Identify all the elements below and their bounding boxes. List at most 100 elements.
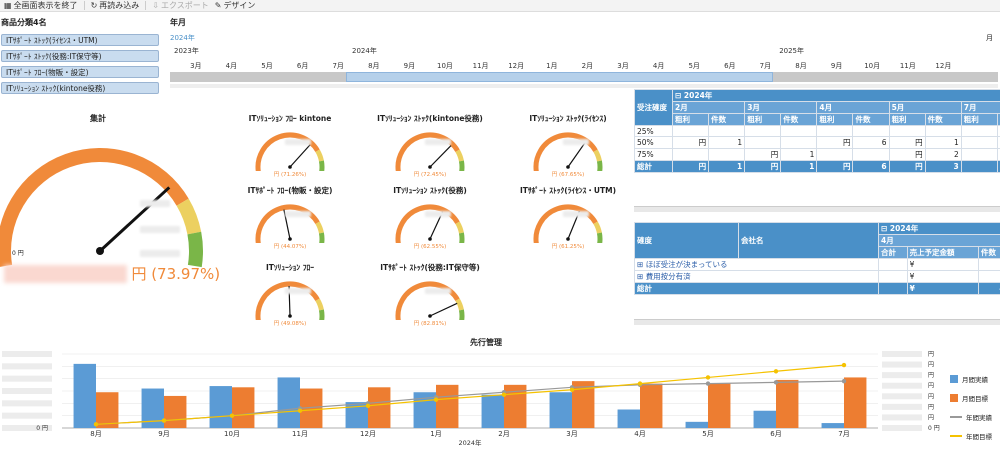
pivot1-cell: 円 [889,137,925,149]
timeline-year-label: 2023年 [174,46,199,56]
pencil-icon: ✎ [215,1,222,10]
bar-月間目標 [844,377,866,428]
gauge-title: ITｿﾘｭｰｼｮﾝ ｽﾄｯｸ(kintone役務) [360,113,500,124]
pivot2-sub: 売上予定金額 [907,247,978,259]
x-tick-label: 9月 [158,430,169,438]
gauge-hub [566,237,570,241]
gauge-percent: 円 (49.08%) [245,319,335,327]
export-button[interactable]: ⇩ エクスポート [152,0,208,11]
timeline-month[interactable]: 11月 [890,61,926,71]
point-年間目標 [502,393,506,397]
pivot1-row-label: 50% [635,137,673,149]
timeline-selected-range[interactable] [346,72,773,82]
y-tick-label-right: 円 [928,414,934,421]
legend-item: 年間実績 [950,412,992,422]
timeline-month[interactable]: 8月 [783,61,819,71]
design-button[interactable]: ✎ デザイン [215,0,256,11]
bar-月間実績 [686,422,708,428]
reload-button[interactable]: ↻ 再読み込み [91,0,140,11]
timeline-month[interactable]: 3月 [178,61,214,71]
pivot1-cell [853,149,889,161]
gauge-title: ITｿﾘｭｰｼｮﾝ ﾌﾛｰ [220,262,360,273]
pivot2-scrollbar[interactable] [634,319,1000,325]
pivot2-status-header: 確度 [635,223,739,259]
pivot2-row-label[interactable]: ⊞ ほぼ受注が決まっている [635,259,879,271]
legend-label: 年間目標 [966,431,992,441]
toolbar-divider [84,1,85,10]
timeline-month[interactable]: 8月 [356,61,392,71]
gauge-percent: 円 (72.45%) [385,170,475,178]
timeline-month[interactable]: 3月 [605,61,641,71]
x-tick-label: 11月 [292,430,308,438]
timeline-month[interactable]: 9月 [819,61,855,71]
timeline-month[interactable]: 11月 [463,61,499,71]
gauge-chart [245,199,335,243]
timeline-month[interactable]: 1月 [534,61,570,71]
x-axis-label: 2024年 [458,438,482,447]
x-tick-label: 4月 [634,430,645,438]
table-row[interactable]: ⊞ 費用按分有済 ¥ 1 [635,271,1000,283]
main-gauge-min-label: 0 円 [12,248,24,257]
timeline-month[interactable]: 4月 [641,61,677,71]
pivot2-total-count: 4 [978,283,1000,295]
timeline-month[interactable]: 10月 [854,61,890,71]
slicer-item[interactable]: ITｻﾎﾟｰﾄ ﾌﾛｰ(物販・設定) [1,66,159,78]
pivot1-year-header[interactable]: ⊟ 2024年 [673,90,1000,102]
gauge-percent: 円 (61.25%) [523,242,613,250]
timeline-month[interactable]: 10月 [427,61,463,71]
timeline-month[interactable]: 6月 [285,61,321,71]
pivot1-cell: 円 [817,161,853,173]
timeline-title: 年月 [170,17,186,28]
bar-月間実績 [482,395,504,428]
slicer-item[interactable]: ITｿﾘｭｰｼｮﾝ ｽﾄｯｸ(kintone役務) [1,82,159,94]
legend-label: 年間実績 [966,412,992,422]
gauge-percent: 円 (67.65%) [523,170,613,178]
timeline-month[interactable]: 5月 [676,61,712,71]
pivot2-year-header[interactable]: ⊟ 2024年 [879,223,1000,235]
legend-swatch [950,435,962,437]
bar-月間目標 [708,384,730,428]
pivot1-month: 3月 [745,102,817,114]
timeline-month[interactable]: 9月 [392,61,428,71]
pivot2-row-label[interactable]: ⊞ 費用按分有済 [635,271,879,283]
masked-y-tick [882,383,922,389]
pivot1-cell: 円 [889,161,925,173]
masked-y-tick [882,404,922,410]
gauge-band [318,151,322,161]
pivot1-row-label: 75% [635,149,673,161]
timeline-month[interactable]: 7月 [320,61,356,71]
timeline-month[interactable]: 12月 [926,61,962,71]
gauge-needle [430,303,457,316]
masked-y-tick [2,400,52,406]
collapse-icon: ⊟ [675,91,681,100]
timeline-month[interactable]: 4月 [214,61,250,71]
pivot1-cell [817,149,853,161]
timeline-month[interactable]: 6月 [712,61,748,71]
gauge-percent: 円 (62.55%) [385,242,475,250]
pivot1-cell: 1 [925,137,961,149]
slicer-item[interactable]: ITｻﾎﾟｰﾄ ｽﾄｯｸ(ﾗｲｾﾝｽ・UTM) [1,34,159,46]
pivot2-sub: 合計 [879,247,908,259]
pivot1-scrollbar[interactable] [634,206,1000,212]
timeline-scrollbar[interactable] [170,84,998,88]
gauge-hub [288,314,292,318]
timeline-month[interactable]: 12月 [498,61,534,71]
main-gauge [0,128,210,268]
gauge-title: ITｻﾎﾟｰﾄ ｽﾄｯｸ(ﾗｲｾﾝｽ・UTM) [498,185,638,196]
pivot2-cell: ¥ [907,259,978,271]
export-label: エクスポート [161,0,209,11]
timeline-unit-select[interactable]: 月 [986,33,993,43]
timeline-month[interactable]: 2月 [570,61,606,71]
exit-fullscreen-button[interactable]: ▦ 全画面表示を終了 [4,0,78,11]
pivot1-cell: 6 [853,137,889,149]
pivot1-month: 5月 [889,102,961,114]
slicer-item[interactable]: ITｻﾎﾟｰﾄ ｽﾄｯｸ(役務:IT保守等) [1,50,159,62]
legend-item: 月間目標 [950,393,992,403]
table-row[interactable]: ⊞ ほぼ受注が決まっている ¥ 3 [635,259,1000,271]
masked-y-tick [2,388,52,394]
pivot1-cell: 円 [745,149,781,161]
timeline-month[interactable]: 5月 [249,61,285,71]
pivot1-cell: 円 [673,137,709,149]
timeline-month[interactable]: 7月 [748,61,784,71]
